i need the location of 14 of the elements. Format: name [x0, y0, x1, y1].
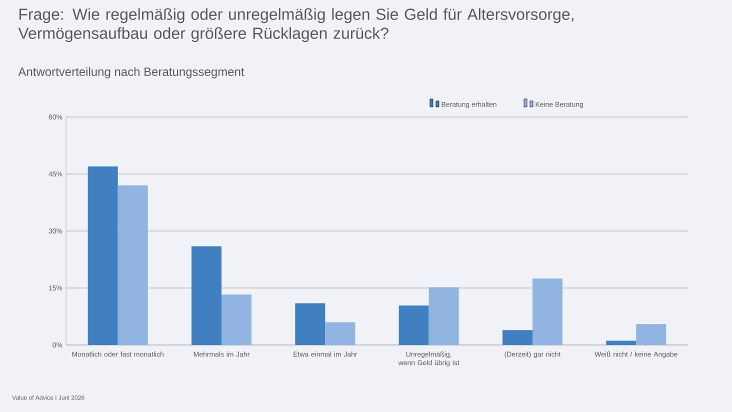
bar	[532, 278, 562, 345]
bar	[502, 330, 532, 345]
chart-title: Frage: Wie regelmäßig oder unregelmäßig legen Sie Geld für Altersvorsorge, Vermögensaufbau oder größere Rücklagen zurück?	[18, 8, 574, 42]
bar	[398, 305, 429, 345]
bar	[222, 294, 252, 345]
bar	[325, 322, 356, 345]
bar	[295, 303, 326, 345]
bar	[192, 246, 222, 345]
bar	[636, 324, 666, 345]
bar	[428, 287, 459, 345]
bar	[606, 340, 636, 345]
bar	[118, 185, 148, 345]
chart-subtitle: Antwortverteilung nach Beratungssegment	[18, 67, 244, 78]
bar	[88, 166, 118, 345]
